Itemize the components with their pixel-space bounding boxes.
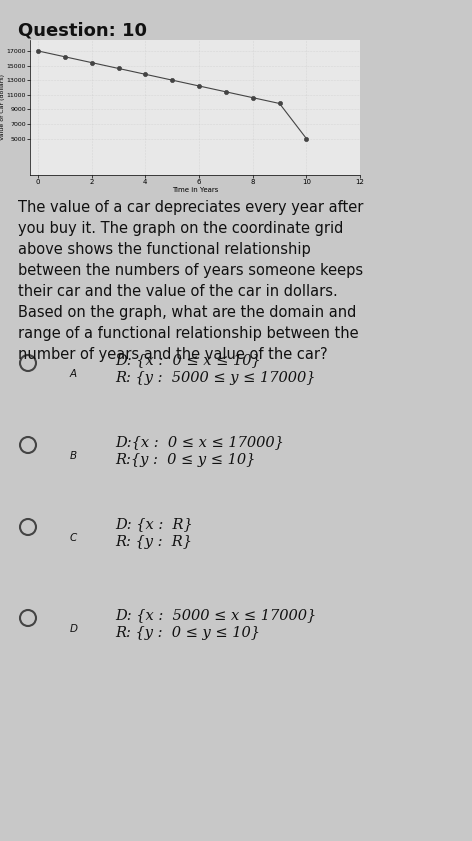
- Text: D:{x :  0 ≤ x ≤ 17000}: D:{x : 0 ≤ x ≤ 17000}: [115, 435, 284, 449]
- Text: B: B: [70, 451, 77, 461]
- Text: D: {x :  5000 ≤ x ≤ 17000}: D: {x : 5000 ≤ x ≤ 17000}: [115, 608, 316, 622]
- Text: D: D: [70, 624, 78, 634]
- Text: R: {y :  5000 ≤ y ≤ 17000}: R: {y : 5000 ≤ y ≤ 17000}: [115, 371, 315, 385]
- Text: C: C: [70, 533, 77, 543]
- Text: D: {x :  0 ≤ x ≤ 10}: D: {x : 0 ≤ x ≤ 10}: [115, 353, 261, 367]
- Text: R: {y :  R}: R: {y : R}: [115, 535, 192, 549]
- Text: Question: 10: Question: 10: [18, 21, 147, 39]
- Text: D: {x :  R}: D: {x : R}: [115, 517, 193, 531]
- Text: A: A: [70, 369, 77, 379]
- Text: R: {y :  0 ≤ y ≤ 10}: R: {y : 0 ≤ y ≤ 10}: [115, 626, 260, 640]
- X-axis label: Time in Years: Time in Years: [172, 187, 218, 193]
- Text: The value of a car depreciates every year after
you buy it. The graph on the coo: The value of a car depreciates every yea…: [18, 200, 363, 362]
- Y-axis label: Value of Car (dollars): Value of Car (dollars): [0, 75, 5, 140]
- Text: R:{y :  0 ≤ y ≤ 10}: R:{y : 0 ≤ y ≤ 10}: [115, 453, 255, 467]
